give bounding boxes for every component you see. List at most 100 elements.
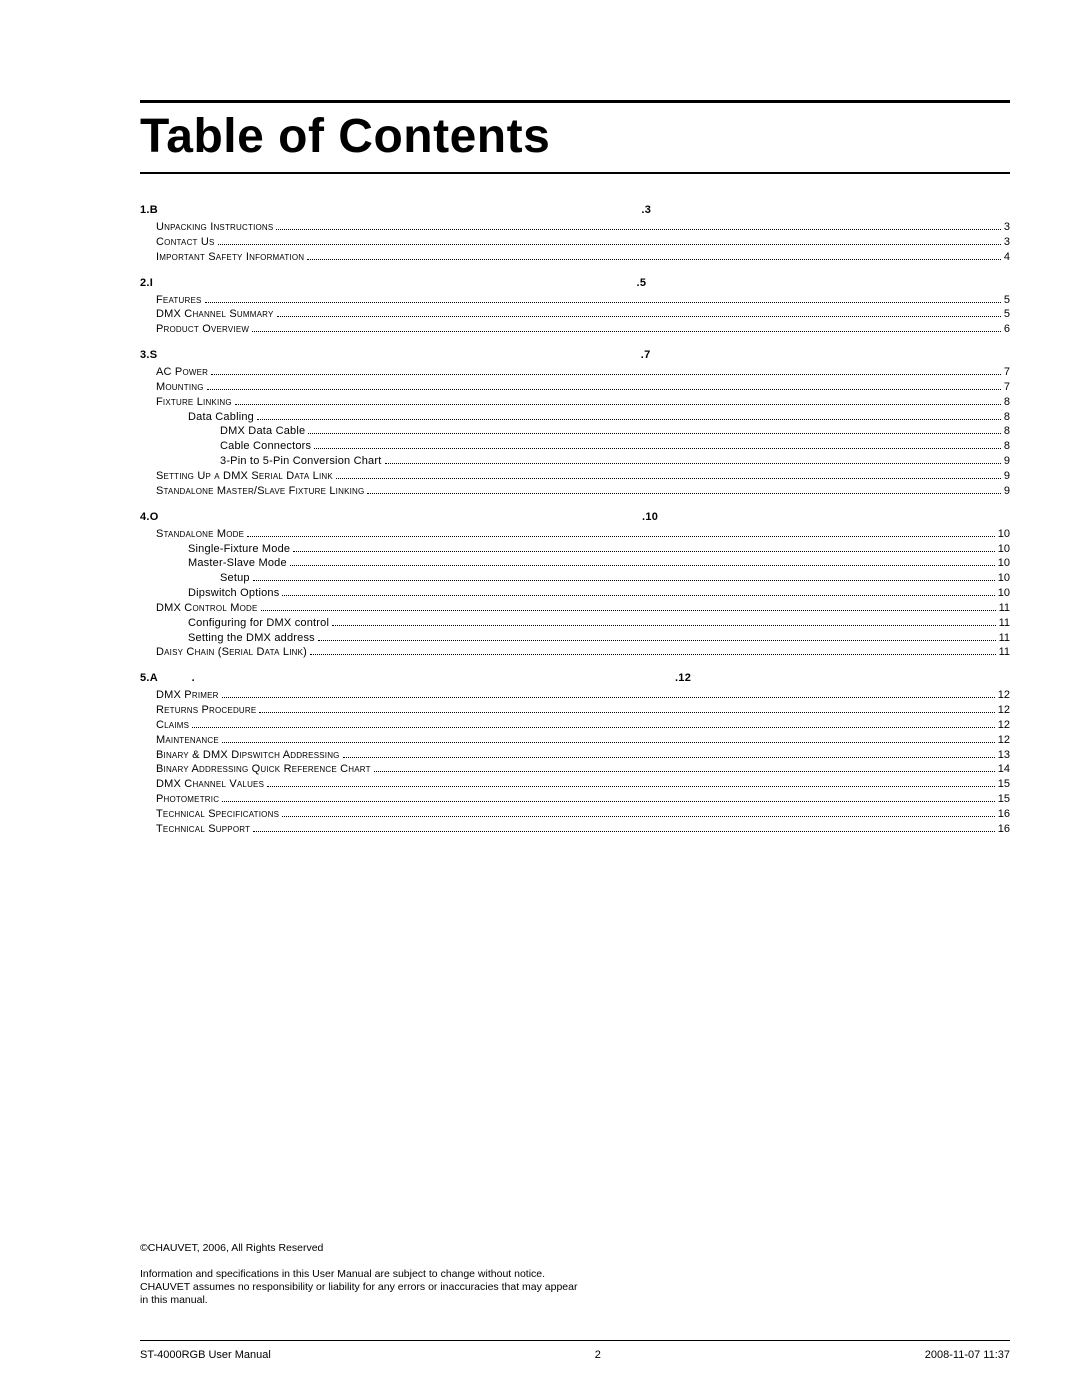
disclaimer-text: Information and specifications in this U… [140, 1268, 580, 1307]
toc-entry: DMX Channel Values15 [140, 777, 1010, 792]
toc-entry-label: Daisy Chain (Serial Data Link) [156, 645, 307, 660]
toc-leader-dots [307, 259, 1001, 260]
toc-entry-label: Configuring for DMX control [188, 616, 329, 631]
toc-entry-page: 11 [999, 631, 1010, 646]
toc-entry-label: Standalone Master/Slave Fixture Linking [156, 484, 364, 499]
toc-leader-dots [277, 316, 1001, 317]
toc-entry: Technical Specifications16 [140, 807, 1010, 822]
toc-leader-dots [222, 742, 995, 743]
toc-entry: Standalone Mode10 [140, 527, 1010, 542]
toc-entry: Mounting7 [140, 380, 1010, 395]
toc-entry-label: Master-Slave Mode [188, 556, 287, 571]
toc-section-page-marker: .10 [642, 511, 658, 523]
toc-entry-label: Data Cabling [188, 410, 254, 425]
toc-entry-page: 8 [1004, 395, 1010, 410]
toc-leader-dots [218, 244, 1001, 245]
toc-entry-label: Setup [220, 571, 250, 586]
toc-entry-label: Important Safety Information [156, 250, 304, 265]
toc-entry-page: 16 [998, 822, 1010, 837]
toc-entry: Features5 [140, 293, 1010, 308]
toc-entry-label: Photometric [156, 792, 219, 807]
toc-entry-page: 10 [998, 527, 1010, 542]
toc-entry-page: 14 [998, 762, 1010, 777]
toc-entry: AC Power7 [140, 365, 1010, 380]
toc-entry: Contact Us3 [140, 235, 1010, 250]
toc-entry: 3-Pin to 5-Pin Conversion Chart9 [140, 454, 1010, 469]
toc-entry-page: 5 [1004, 307, 1010, 322]
toc-entry: Returns Procedure12 [140, 703, 1010, 718]
toc-entry-page: 3 [1004, 235, 1010, 250]
toc-section-page-marker: .5 [637, 277, 647, 289]
toc-entry: Setting the DMX address11 [140, 631, 1010, 646]
toc-entry-label: Single-Fixture Mode [188, 542, 290, 557]
toc-section-header: 4.O .10 [140, 511, 1010, 523]
toc-entry-label: Technical Support [156, 822, 250, 837]
toc-entry-page: 8 [1004, 424, 1010, 439]
doc-date-right: 2008-11-07 11:37 [925, 1349, 1010, 1361]
toc-section-page-marker: .7 [641, 349, 651, 361]
toc-entry-label: Fixture Linking [156, 395, 232, 410]
toc-leader-dots [205, 302, 1001, 303]
toc-entry: Master-Slave Mode10 [140, 556, 1010, 571]
copyright-text: ©CHAUVET, 2006, All Rights Reserved [140, 1242, 1010, 1254]
toc-entry: Cable Connectors8 [140, 439, 1010, 454]
toc-entry: Data Cabling8 [140, 410, 1010, 425]
doc-id-left: ST-4000RGB User Manual [140, 1349, 271, 1361]
toc-entry-page: 10 [998, 586, 1010, 601]
page-number: 2 [595, 1349, 601, 1361]
toc-entry-label: Maintenance [156, 733, 219, 748]
toc-entry: Product Overview 6 [140, 322, 1010, 337]
toc-leader-dots [253, 580, 995, 581]
toc-entry: DMX Control Mode 11 [140, 601, 1010, 616]
toc-entry-label: Dipswitch Options [188, 586, 279, 601]
toc-leader-dots [310, 654, 996, 655]
toc-section-label: 4.O [140, 511, 162, 523]
toc-entry-page: 11 [999, 601, 1010, 616]
toc-leader-dots [385, 463, 1001, 464]
toc-leader-dots [257, 419, 1001, 420]
toc-leader-dots [332, 625, 995, 626]
toc-entry-label: Binary & DMX Dipswitch Addressing [156, 748, 340, 763]
toc-entry-page: 12 [998, 733, 1010, 748]
toc-section-header: 2.I .5 [140, 277, 1010, 289]
toc-entry-page: 6 [1004, 322, 1010, 337]
toc-entry-label: DMX Data Cable [220, 424, 305, 439]
toc-entry: Setup 10 [140, 571, 1010, 586]
toc-leader-dots [192, 727, 995, 728]
toc-entry-label: Technical Specifications [156, 807, 279, 822]
toc-leader-dots [259, 712, 994, 713]
toc-entry: Standalone Master/Slave Fixture Linking 9 [140, 484, 1010, 499]
toc-entry-page: 9 [1004, 454, 1010, 469]
toc-entry: Daisy Chain (Serial Data Link)11 [140, 645, 1010, 660]
toc-entry-label: AC Power [156, 365, 208, 380]
toc-entry-label: DMX Channel Summary [156, 307, 274, 322]
toc-entry-page: 12 [998, 703, 1010, 718]
toc-section-page-marker: .3 [641, 204, 651, 216]
toc-entry: DMX Data Cable 8 [140, 424, 1010, 439]
toc-entry-page: 13 [998, 748, 1010, 763]
toc-entry-label: Product Overview [156, 322, 249, 337]
footer-line: ST-4000RGB User Manual 2 2008-11-07 11:3… [140, 1349, 1010, 1361]
toc-leader-dots [211, 374, 1001, 375]
table-of-contents: 1.B .3Unpacking Instructions3Contact Us3… [140, 204, 1010, 837]
toc-leader-dots [235, 404, 1001, 405]
toc-leader-dots [343, 757, 995, 758]
toc-entry-label: DMX Control Mode [156, 601, 258, 616]
toc-entry-label: Mounting [156, 380, 204, 395]
toc-entry-page: 10 [998, 542, 1010, 557]
toc-entry-page: 4 [1004, 250, 1010, 265]
toc-entry: Important Safety Information 4 [140, 250, 1010, 265]
toc-entry: Unpacking Instructions3 [140, 220, 1010, 235]
toc-leader-dots [367, 493, 1000, 494]
toc-entry-label: DMX Primer [156, 688, 219, 703]
toc-section-label: 3.S [140, 349, 161, 361]
page-title: Table of Contents [140, 109, 1010, 164]
toc-section-label: 5.A . [140, 672, 195, 684]
toc-entry-label: Setting Up a DMX Serial Data Link [156, 469, 333, 484]
toc-section-header: 3.S .7 [140, 349, 1010, 361]
toc-entry-page: 9 [1004, 484, 1010, 499]
toc-entry-label: Cable Connectors [220, 439, 311, 454]
toc-entry-page: 10 [998, 571, 1010, 586]
under-title-rule [140, 172, 1010, 174]
top-rule [140, 100, 1010, 103]
